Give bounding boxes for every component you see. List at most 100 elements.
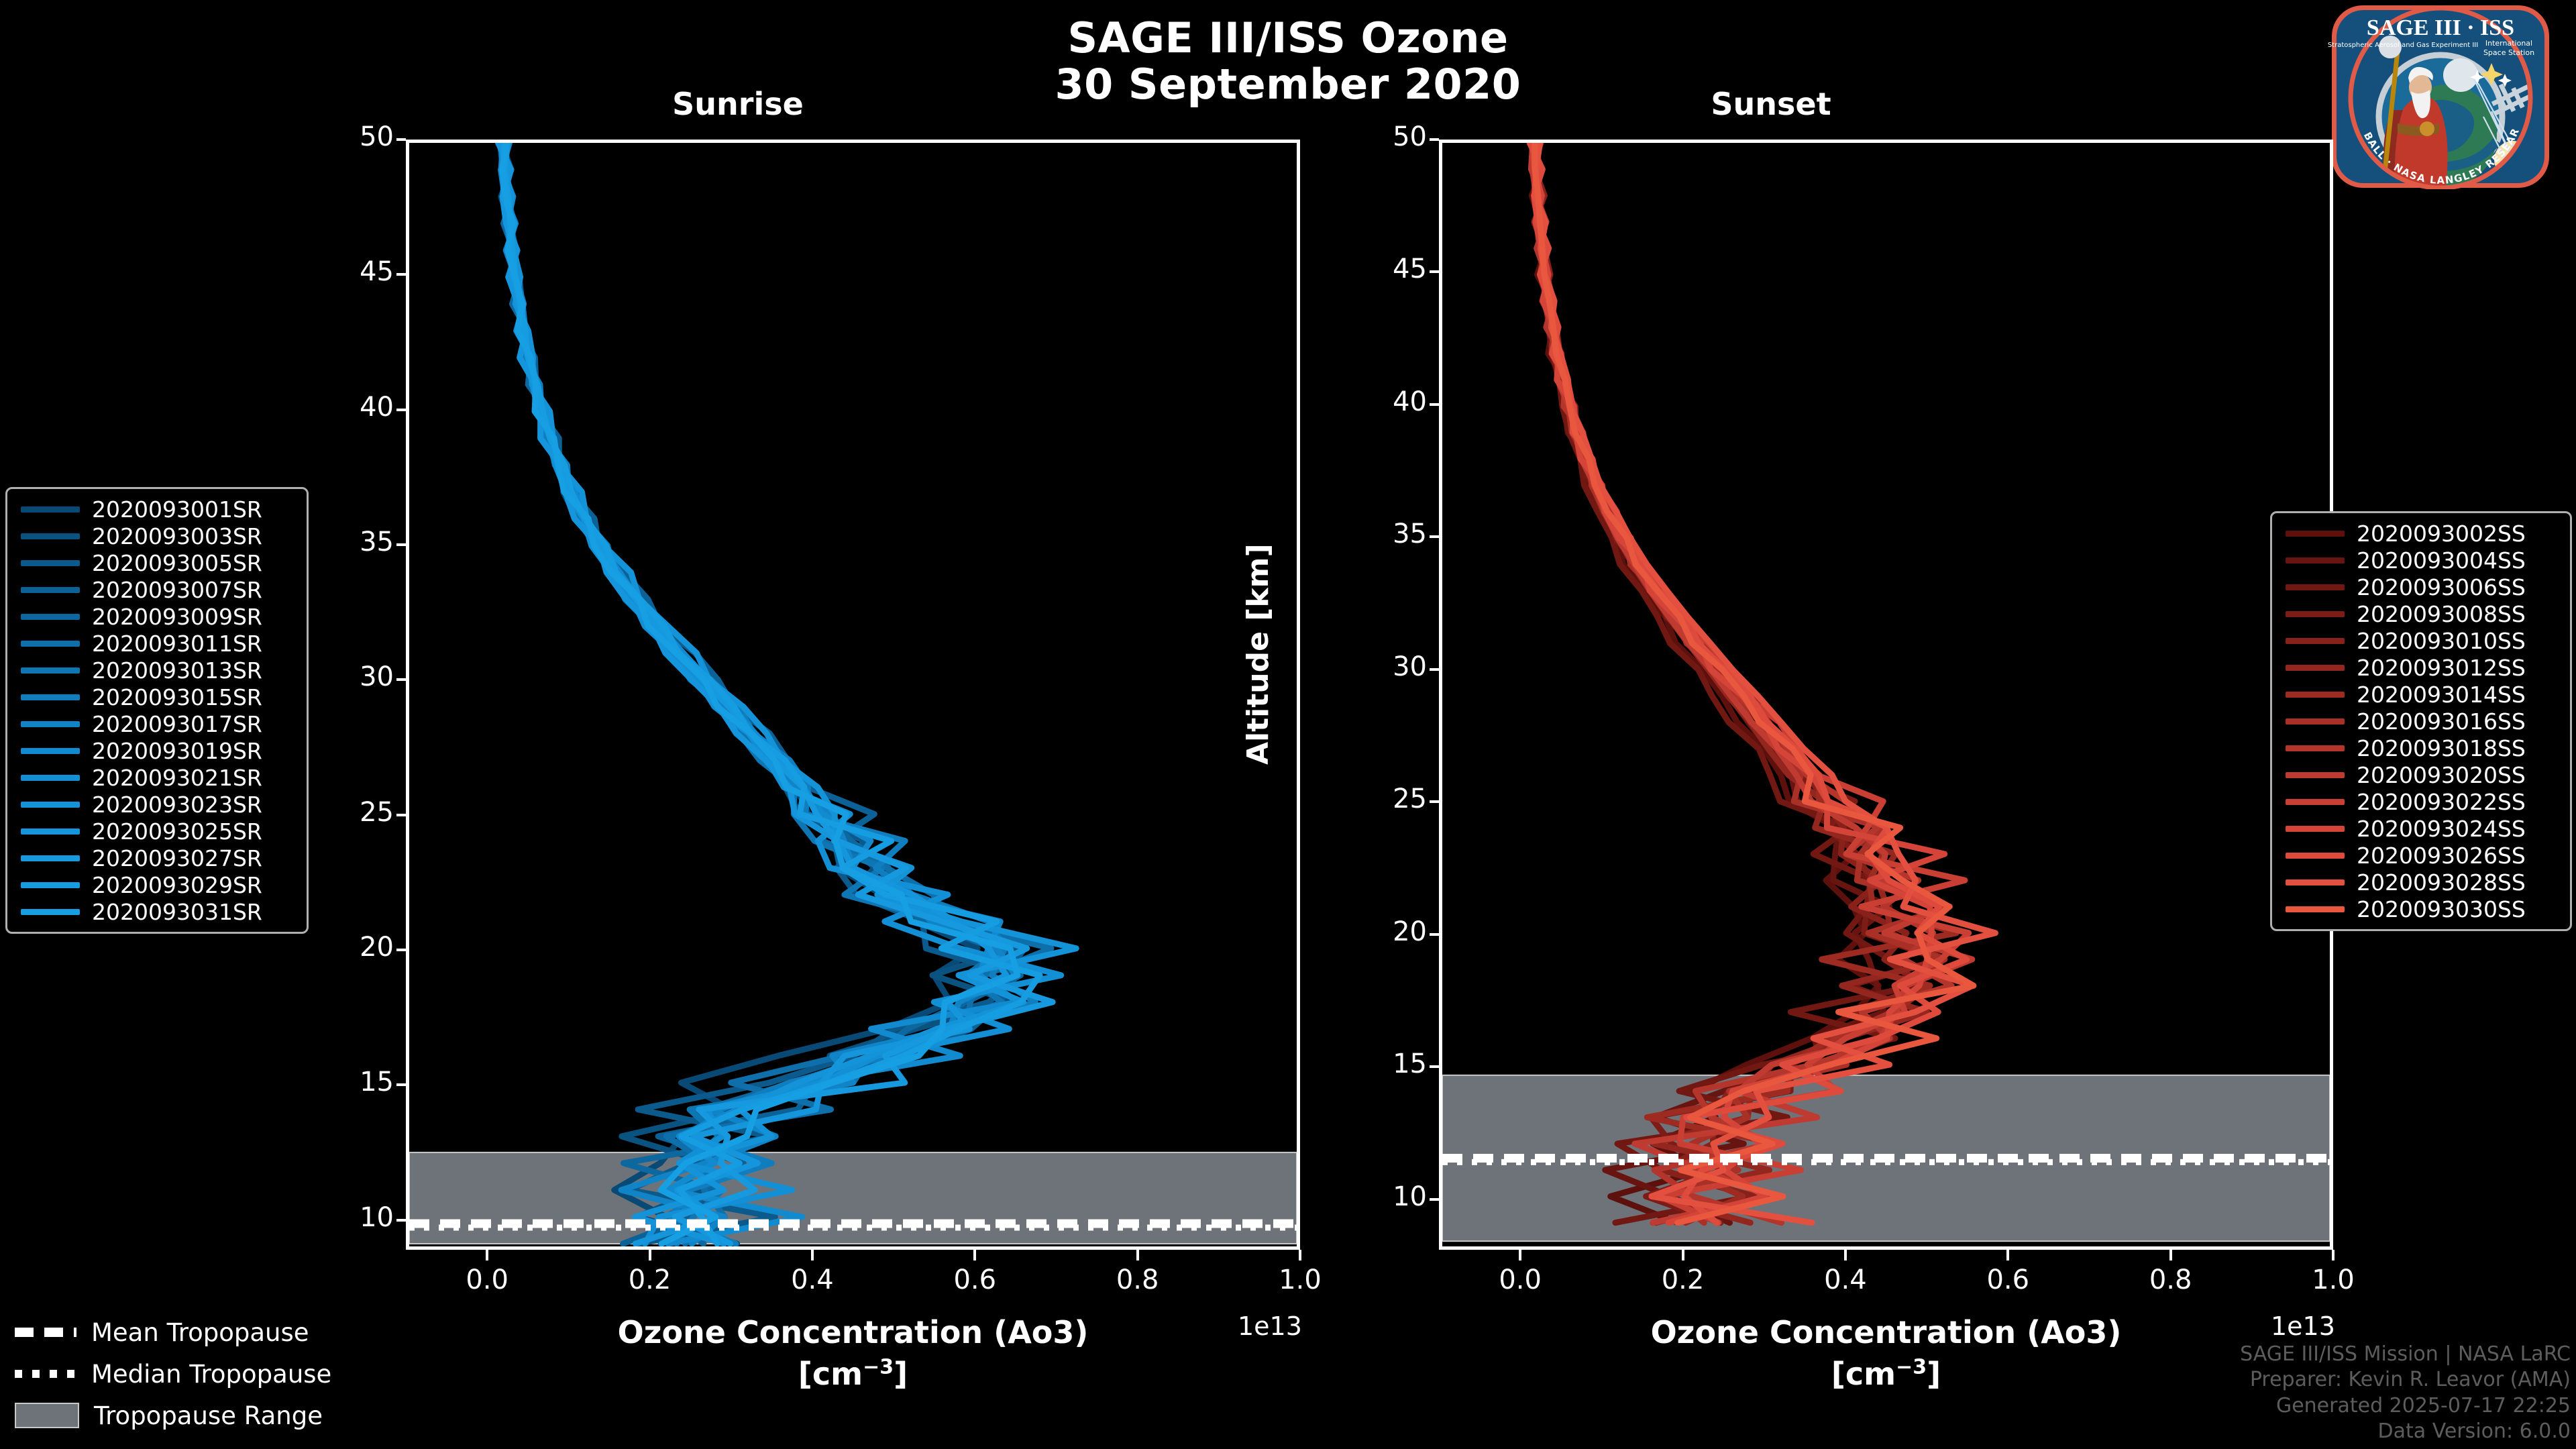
legend-event-label: 2020093027SR	[92, 845, 262, 871]
legend-item[interactable]: 2020093009SR	[17, 603, 297, 630]
legend-event-label: 2020093004SS	[2357, 547, 2526, 574]
x-axis-tick-mark	[1681, 1250, 1684, 1260]
x-axis-tick-mark	[810, 1250, 814, 1260]
x-axis-tick-label: 0.0	[466, 1265, 508, 1295]
y-axis-tick-mark	[396, 813, 406, 816]
legend-item[interactable]: 2020093001SR	[17, 496, 297, 523]
legend-item[interactable]: 2020093030SS	[2282, 896, 2561, 922]
legend-color-swatch	[2286, 718, 2345, 724]
legend-event-label: 2020093018SS	[2357, 735, 2526, 761]
legend-color-swatch	[21, 881, 80, 888]
legend-item[interactable]: 2020093018SS	[2282, 735, 2561, 761]
sunset-x-axis-exponent: 1e13	[2271, 1311, 2335, 1341]
legend-item[interactable]: 2020093004SS	[2282, 547, 2561, 574]
sunset-x-axis-label-main: Ozone Concentration (Ao3)	[1650, 1314, 2122, 1350]
legend-event-label: 2020093009SR	[92, 603, 262, 630]
legend-color-swatch	[21, 533, 80, 539]
legend-item[interactable]: 2020093014SS	[2282, 681, 2561, 708]
legend-item[interactable]: 2020093015SR	[17, 684, 297, 710]
legend-event-label: 2020093026SS	[2357, 842, 2526, 869]
sunset-legend: 2020093002SS 2020093004SS 2020093006SS 2020…	[2270, 511, 2572, 931]
legend-event-label: 2020093024SS	[2357, 815, 2526, 842]
profile-line	[1532, 143, 1977, 1226]
profile-line	[1532, 143, 1998, 1226]
y-axis-tick-mark	[1430, 1065, 1439, 1069]
tropopause-range-label: Tropopause Range	[94, 1401, 323, 1430]
legend-item[interactable]: 2020093008SS	[2282, 600, 2561, 627]
legend-event-label: 2020093022SS	[2357, 788, 2526, 815]
logo-subtitle-right-2: Space Station	[2483, 48, 2534, 57]
legend-color-swatch	[2286, 879, 2345, 885]
legend-item[interactable]: 2020093003SR	[17, 523, 297, 549]
legend-item[interactable]: 2020093012SS	[2282, 654, 2561, 681]
sunset-y-axis-label: Altitude [km]	[1241, 543, 1275, 765]
y-axis-tick-mark	[396, 543, 406, 546]
sunrise-x-axis-exponent: 1e13	[1238, 1311, 1302, 1341]
legend-item[interactable]: 2020093016SS	[2282, 708, 2561, 735]
legend-item[interactable]: 2020093007SR	[17, 576, 297, 603]
tropopause-legend: Mean Tropopause Median Tropopause Tropop…	[9, 1311, 358, 1436]
legend-item-mean-tropopause: Mean Tropopause	[9, 1311, 358, 1353]
legend-event-label: 2020093016SS	[2357, 708, 2526, 735]
legend-item[interactable]: 2020093021SR	[17, 764, 297, 791]
sunrise-x-axis-label-main: Ozone Concentration (Ao3)	[617, 1314, 1089, 1350]
sunrise-legend: 2020093001SR 2020093003SR 2020093005SR 2020…	[5, 487, 309, 934]
x-axis-tick-label: 0.8	[1116, 1265, 1159, 1295]
y-axis-tick-mark	[396, 678, 406, 682]
legend-color-swatch	[21, 720, 80, 727]
y-axis-tick-mark	[396, 1083, 406, 1087]
legend-item[interactable]: 2020093013SR	[17, 657, 297, 684]
legend-item[interactable]: 2020093002SS	[2282, 520, 2561, 547]
legend-item-median-tropopause: Median Tropopause	[9, 1353, 358, 1395]
legend-item[interactable]: 2020093024SS	[2282, 815, 2561, 842]
legend-item[interactable]: 2020093026SS	[2282, 842, 2561, 869]
y-axis-tick-label: 15	[1393, 1049, 1427, 1080]
y-axis-tick-label: 50	[360, 121, 394, 152]
sunrise-x-axis-label: Ozone Concentration (Ao3) [cm−3]	[406, 1311, 1300, 1395]
legend-color-swatch	[2286, 852, 2345, 859]
legend-color-swatch	[2286, 530, 2345, 537]
x-axis-tick-mark	[2332, 1250, 2334, 1260]
legend-item[interactable]: 2020093019SR	[17, 737, 297, 764]
legend-event-label: 2020093028SS	[2357, 869, 2526, 896]
x-axis-tick-mark	[1843, 1250, 1847, 1260]
credits-line-4: Data Version: 6.0.0	[2377, 1419, 2571, 1444]
logo-subtitle-right-1: International	[2485, 39, 2532, 48]
legend-color-swatch	[21, 801, 80, 808]
y-axis-tick-label: 40	[1393, 386, 1427, 417]
x-axis-tick-label: 0.4	[1824, 1265, 1867, 1295]
legend-item[interactable]: 2020093010SS	[2282, 627, 2561, 654]
legend-item[interactable]: 2020093005SR	[17, 549, 297, 576]
profile-line	[1526, 143, 1970, 1226]
legend-color-swatch	[2286, 610, 2345, 617]
legend-item[interactable]: 2020093031SR	[17, 898, 297, 925]
legend-event-label: 2020093013SR	[92, 657, 262, 684]
legend-item[interactable]: 2020093028SS	[2282, 869, 2561, 896]
y-axis-tick-mark	[1430, 270, 1439, 274]
legend-item[interactable]: 2020093017SR	[17, 710, 297, 737]
median-tropopause-label: Median Tropopause	[91, 1359, 332, 1389]
legend-item[interactable]: 2020093029SR	[17, 871, 297, 898]
legend-color-swatch	[21, 667, 80, 674]
x-axis-tick-label: 0.2	[628, 1265, 672, 1295]
legend-item-tropopause-range: Tropopause Range	[9, 1395, 358, 1436]
legend-item[interactable]: 2020093022SS	[2282, 788, 2561, 815]
sunset-x-axis-label: Ozone Concentration (Ao3) [cm−3]	[1439, 1311, 2333, 1395]
x-axis-tick-mark	[2169, 1250, 2172, 1260]
legend-item[interactable]: 2020093025SR	[17, 818, 297, 845]
legend-event-label: 2020093029SR	[92, 871, 262, 898]
mean-tropopause-label: Mean Tropopause	[91, 1318, 309, 1347]
legend-event-label: 2020093001SR	[92, 496, 262, 523]
title-line-1: SAGE III/ISS Ozone	[1067, 13, 1509, 62]
x-axis-tick-label: 0.2	[1661, 1265, 1705, 1295]
legend-item[interactable]: 2020093006SS	[2282, 574, 2561, 600]
y-axis-tick-mark	[396, 138, 406, 141]
legend-item[interactable]: 2020093023SR	[17, 791, 297, 818]
sunrise-plot-area	[409, 143, 1297, 1246]
legend-item[interactable]: 2020093011SR	[17, 630, 297, 657]
x-axis-tick-mark	[1299, 1250, 1301, 1260]
legend-item[interactable]: 2020093027SR	[17, 845, 297, 871]
y-axis-tick-label: 15	[360, 1067, 394, 1098]
y-axis-tick-mark	[1430, 535, 1439, 539]
legend-item[interactable]: 2020093020SS	[2282, 761, 2561, 788]
